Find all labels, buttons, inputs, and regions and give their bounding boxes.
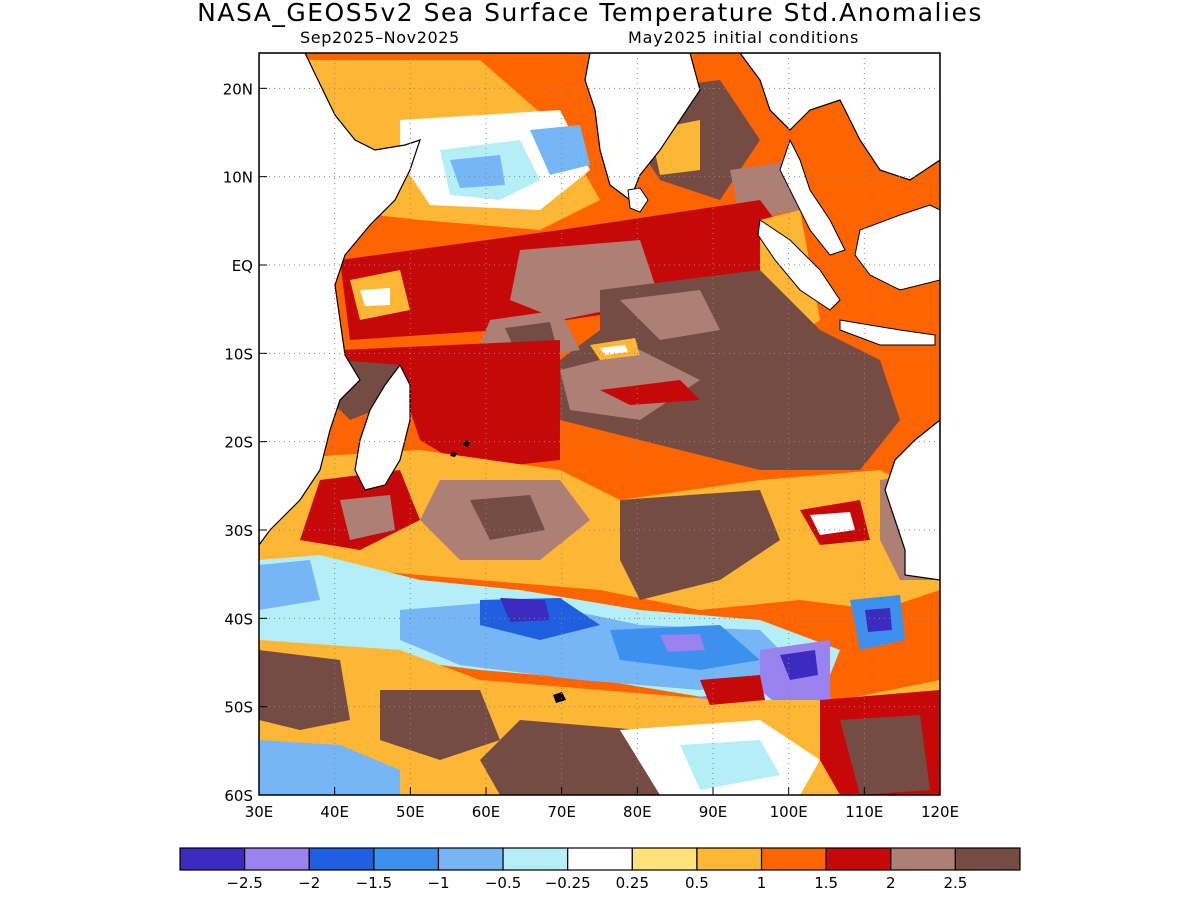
- colorbar-swatch: [437, 847, 504, 871]
- grid-lines: [259, 53, 940, 795]
- lat-tick-label: 40S: [224, 610, 253, 628]
- colorbar-swatch: [179, 847, 246, 871]
- lat-tick-label: 20S: [224, 434, 253, 452]
- colorbar-label: −1.5: [356, 874, 392, 892]
- lat-tick-label: 20N: [223, 80, 253, 98]
- colorbar-swatch: [373, 847, 440, 871]
- lon-tick-label: 70E: [547, 803, 576, 821]
- lon-tick-label: 110E: [845, 803, 883, 821]
- colorbar-swatch: [760, 847, 827, 871]
- land-masses: [259, 53, 940, 703]
- forecast-period: Sep2025–Nov2025: [300, 28, 460, 47]
- colorbar-label: 2.5: [943, 874, 967, 892]
- lat-tick-label: 60S: [224, 787, 253, 805]
- lon-tick-label: 40E: [320, 803, 349, 821]
- colorbar-swatch: [308, 847, 375, 871]
- lat-tick-label: 10N: [223, 169, 253, 187]
- colorbar-label: 0.25: [616, 874, 649, 892]
- colorbar-swatch: [567, 847, 633, 871]
- lat-tick-label: 50S: [224, 699, 253, 717]
- colorbar-label: −2.5: [226, 874, 262, 892]
- lon-tick-label: 60E: [472, 803, 501, 821]
- lon-tick-label: 50E: [396, 803, 425, 821]
- colorbar: −2.5 −2 −1.5 −1 −0.5 −0.25 0.25 0.5 1 1.5 2 2.5: [179, 847, 1021, 892]
- colorbar-swatch: [696, 847, 763, 871]
- axis-ticks: 30E 40E 50E 60E 70E 80E 90E 100E 110E 120E 20N 10N E…: [223, 80, 959, 821]
- lon-tick-label: 100E: [770, 803, 808, 821]
- lon-tick-label: 80E: [623, 803, 652, 821]
- colorbar-label: 2: [886, 874, 896, 892]
- colorbar-label: −0.25: [545, 874, 591, 892]
- colorbar-label: −0.5: [485, 874, 521, 892]
- lon-tick-label: 30E: [245, 803, 274, 821]
- map-title: NASA_GEOS5v2 Sea Surface Temperature Std…: [197, 0, 983, 27]
- colorbar-label: −2: [298, 874, 320, 892]
- colorbar-swatch: [825, 847, 892, 871]
- lat-tick-label: 30S: [224, 522, 253, 540]
- colorbar-label: 0.5: [685, 874, 709, 892]
- lat-tick-label: EQ: [232, 257, 253, 275]
- lon-tick-label: 120E: [921, 803, 959, 821]
- colorbar-swatch: [502, 847, 569, 871]
- colorbar-swatch: [954, 847, 1021, 871]
- map-frame: [258, 52, 941, 796]
- lat-tick-label: 10S: [224, 345, 253, 363]
- colorbar-swatch: [890, 847, 956, 871]
- colorbar-label: 1: [757, 874, 767, 892]
- colorbar-label: −1: [427, 874, 449, 892]
- colorbar-swatch: [244, 847, 310, 871]
- initial-conditions: May2025 initial conditions: [628, 28, 860, 47]
- colorbar-label: 1.5: [814, 874, 838, 892]
- colorbar-swatch: [631, 847, 698, 871]
- lon-tick-label: 90E: [699, 803, 728, 821]
